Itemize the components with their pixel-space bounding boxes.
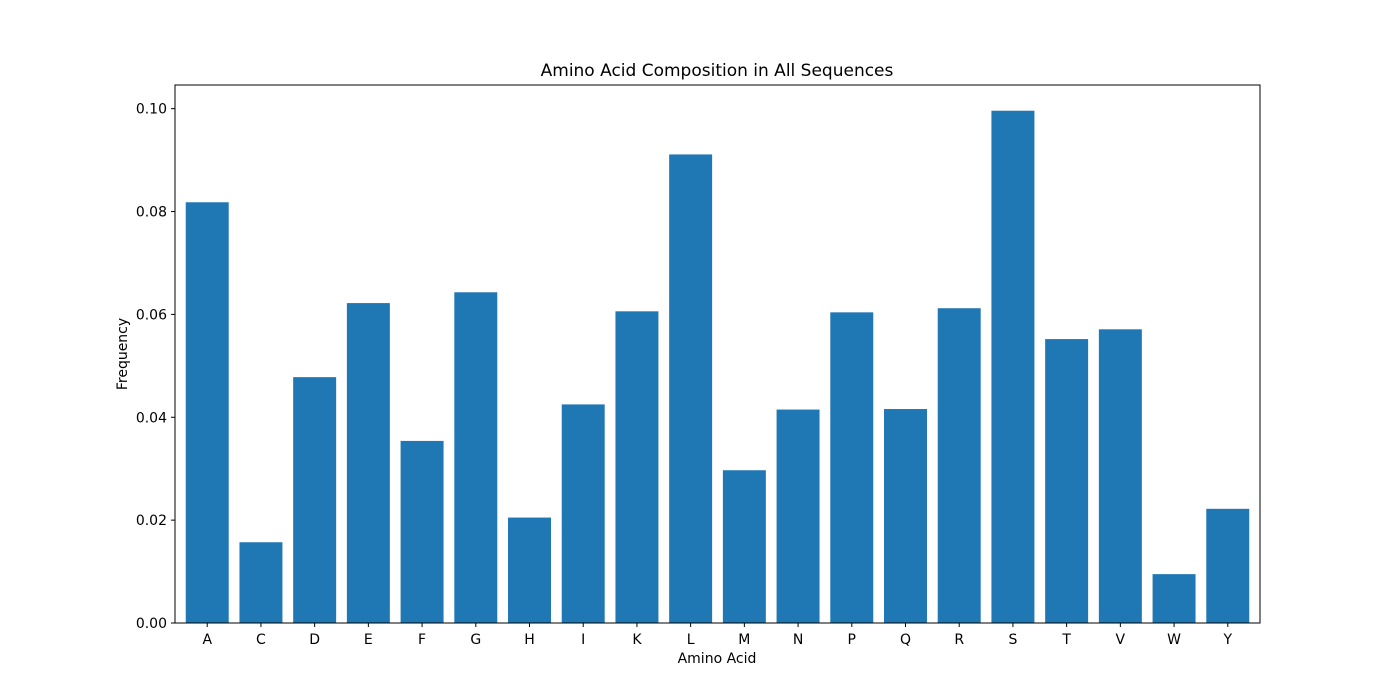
x-tick-label-G: G [470, 632, 481, 648]
x-tick-label-I: I [581, 632, 585, 648]
bar-S [991, 110, 1035, 624]
bar-N [776, 409, 820, 623]
x-tick-label-L: L [687, 632, 695, 648]
bar-D [293, 377, 337, 623]
x-tick-label-V: V [1116, 632, 1126, 648]
bar-R [937, 308, 981, 623]
plot-frame [174, 84, 1261, 624]
x-tick-label-S: S [1008, 632, 1017, 648]
bar-G [454, 292, 498, 623]
x-tick-label-Y: Y [1222, 632, 1232, 648]
y-tick-label-0.10: 0.10 [136, 102, 167, 118]
y-tick-label-0.08: 0.08 [136, 205, 167, 221]
x-tick-label-A: A [202, 632, 212, 648]
x-tick-label-P: P [848, 632, 856, 648]
y-tick-label-0.02: 0.02 [136, 513, 167, 529]
x-tick-label-M: M [738, 632, 750, 648]
bar-V [1098, 329, 1142, 623]
y-axis: 0.00 0.02 0.04 0.06 0.08 0.10 [136, 102, 175, 632]
x-tick-label-K: K [632, 632, 642, 648]
bar-Q [884, 409, 927, 623]
bar-C [239, 542, 283, 623]
x-tick-label-F: F [418, 632, 426, 648]
x-tick-label-R: R [954, 632, 964, 648]
bar-H [508, 517, 551, 623]
x-tick-label-C: C [256, 632, 266, 648]
y-axis-label: Frequency [115, 318, 131, 390]
bar-L [669, 154, 713, 623]
chart-title: Amino Acid Composition in All Sequences [541, 61, 894, 81]
bar-F [400, 440, 444, 623]
bar-K [615, 311, 659, 623]
bar-Y [1206, 508, 1250, 623]
bar-W [1152, 574, 1196, 623]
y-tick-label-0.06: 0.06 [136, 307, 167, 323]
x-tick-label-H: H [524, 632, 535, 648]
y-tick-label-0.04: 0.04 [136, 410, 167, 426]
x-tick-label-W: W [1167, 632, 1181, 648]
bar-T [1045, 339, 1089, 623]
bar-E [346, 303, 390, 623]
x-tick-label-Q: Q [900, 632, 911, 648]
bars-group [185, 110, 1250, 624]
bar-I [561, 404, 605, 623]
bar-M [722, 470, 766, 623]
bar-P [830, 312, 874, 623]
x-tick-label-N: N [793, 632, 803, 648]
x-tick-label-T: T [1061, 632, 1071, 648]
x-tick-label-D: D [309, 632, 320, 648]
x-tick-label-E: E [364, 632, 373, 648]
bar-A [185, 202, 229, 623]
y-tick-label-0.00: 0.00 [136, 616, 167, 632]
x-axis-label: Amino Acid [678, 651, 757, 667]
